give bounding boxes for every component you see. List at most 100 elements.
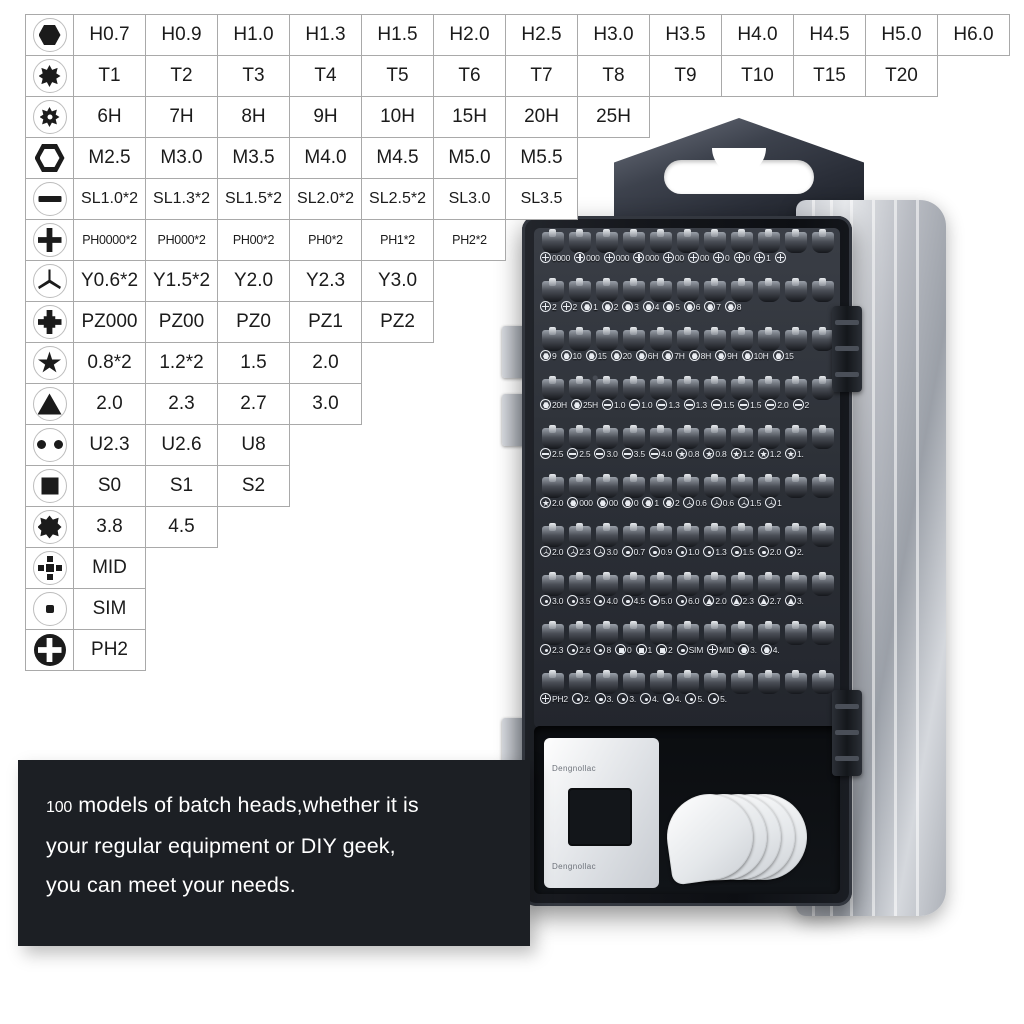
bit-label-text: 0 [745,253,751,263]
hex-glyph-icon [585,350,597,361]
bit-label: 0.8 [676,448,700,459]
y-glyph-icon [710,497,722,508]
spec-cell: 10H [361,96,434,138]
bit-label-text: 2.0 [715,596,727,606]
bit-label: 2.6 [567,644,591,655]
spec-cell: H4.0 [721,14,794,56]
dot-glyph-icon [594,644,606,655]
bit-label-text: 0.7 [633,547,645,557]
spec-row: S0 S1 S2 [25,465,1010,507]
holder-brand-bottom: Dengnollac [552,862,597,871]
hex-glyph-icon [622,301,634,312]
spec-cell: Y2.0 [217,260,290,302]
bit-label-text: 0.8 [715,449,727,459]
minus-glyph-icon [648,448,660,459]
hex-glyph-icon [741,350,753,361]
bit-labels: 2 2 1 2 3 4 5 6 7 8 [540,301,834,325]
bit-label-text: 1.3 [695,400,707,410]
spec-cell: H0.9 [145,14,218,56]
hex-glyph-icon [642,497,654,508]
bit-label: 1.5 [737,497,761,508]
tri-glyph-icon [703,595,715,606]
bit-label: 0 [733,252,751,263]
bit-shafts [540,376,834,401]
spec-row: 6H 7H 8H 9H 10H 15H 20H 25H [25,96,1010,138]
spec-cell: S0 [73,465,146,507]
minus-glyph-icon [540,448,551,459]
spec-cell: T4 [289,55,362,97]
bit-label-text: 3. [796,596,804,606]
spec-empty-cell [650,97,1010,138]
bit-label-text: 1 [766,253,771,263]
sim-eject-icon [25,588,74,630]
hex-glyph-icon [683,301,695,312]
spec-row: T1 T2 T3 T4 T5 T6 T7 T8 T9 T10 T15 T20 [25,55,1010,97]
spec-cell: Y0.6*2 [73,260,146,302]
bit-row: 9 10 15 20 6H 7H 8H 9H 10H 15 [540,327,834,374]
bit-label: 1 [581,301,598,312]
bit-label: 9H [715,350,738,361]
spec-row: H0.7 H0.9 H1.0 H1.3 H1.5 H2.0 H2.5 H3.0 H3.5 H4.0… [25,14,1010,56]
bit-label: 10 [560,350,582,361]
bit-foam-tray: 0000 000 000 000 00 00 0 0 1 2 2 1 2 3 4 5 6 7 8 9 10 15 20 6H 7… [534,228,840,728]
tri-glyph-icon [757,595,769,606]
spec-cell: S2 [217,465,290,507]
bit-label-text: 2.3 [742,596,754,606]
spec-cell: H1.3 [289,14,362,56]
spec-cell: PH000*2 [145,219,218,261]
bit-label: 0.8 [703,448,727,459]
bit-label-text: 15 [597,351,607,361]
bit-label-text: 6 [695,302,701,312]
bit-label-text: 000 [645,253,659,263]
bit-label: 3.5 [567,595,591,606]
bit-label: 2 [540,301,557,312]
bit-label-text: 1.2 [769,449,781,459]
dot-glyph-icon [617,693,629,704]
spec-cell: 9H [289,96,362,138]
product-photo: 0000 000 000 000 00 00 0 0 1 2 2 1 2 3 4 5 6 7 8 9 10 15 20 6H 7… [496,118,966,1010]
hex-glyph-icon [715,350,727,361]
holder-brand-top: Dengnollac [552,764,597,773]
nut-driver-icon [25,137,74,179]
spec-cell: 6H [73,96,146,138]
spec-cell: Y3.0 [361,260,434,302]
bit-label: 8H [688,350,711,361]
bit-label: 8 [594,644,611,655]
bit-label-text: 10 [572,351,582,361]
bit-labels: 20H 25H 1.0 1.0 1.3 1.3 1.5 1.5 2.0 2 [540,399,834,423]
bit-label: 1.2 [730,448,754,459]
hex-glyph-icon [662,350,674,361]
spec-cell: SL2.5*2 [361,178,434,220]
dot-glyph-icon [571,693,583,704]
bit-label-text: 1.3 [668,400,680,410]
bit-label: 0 [614,644,632,655]
bit-label-text: 3.5 [579,596,591,606]
bit-label: 1 [642,497,659,508]
torx-plus-icon [25,506,74,548]
dot-glyph-icon [594,595,606,606]
plus-glyph-icon [560,301,572,312]
bit-label: 2. [571,693,591,704]
spec-cell: PZ2 [361,301,434,343]
bit-label-text: 9H [727,351,738,361]
bit-label: 1.3 [683,399,707,410]
spec-cell: MID [73,547,146,589]
spec-cell: 2.0 [73,383,146,425]
bit-label-text: 1.0 [614,400,626,410]
sq-glyph-icon [656,644,668,655]
banner-line-1: 100 models of batch heads,whether it is [46,786,504,827]
bit-label-text: 15 [784,351,794,361]
bit-label-text: 1.5 [722,400,735,410]
plus-glyph-icon [540,301,551,312]
bit-label: 4.0 [594,595,618,606]
spec-empty-cell [362,384,1010,425]
spec-empty-cell [506,220,1010,261]
bit-label-text: 4 [654,302,660,312]
spec-cell: SL3.0 [433,178,506,220]
accessory-bay: Dengnollac Dengnollac [534,726,840,894]
bit-label: 6H [635,350,658,361]
spec-empty-cell [434,261,1010,302]
bit-label-text: 0 [633,498,639,508]
bit-row: 20H 25H 1.0 1.0 1.3 1.3 1.5 1.5 2.0 2 [540,376,834,423]
spec-cell: Y2.3 [289,260,362,302]
